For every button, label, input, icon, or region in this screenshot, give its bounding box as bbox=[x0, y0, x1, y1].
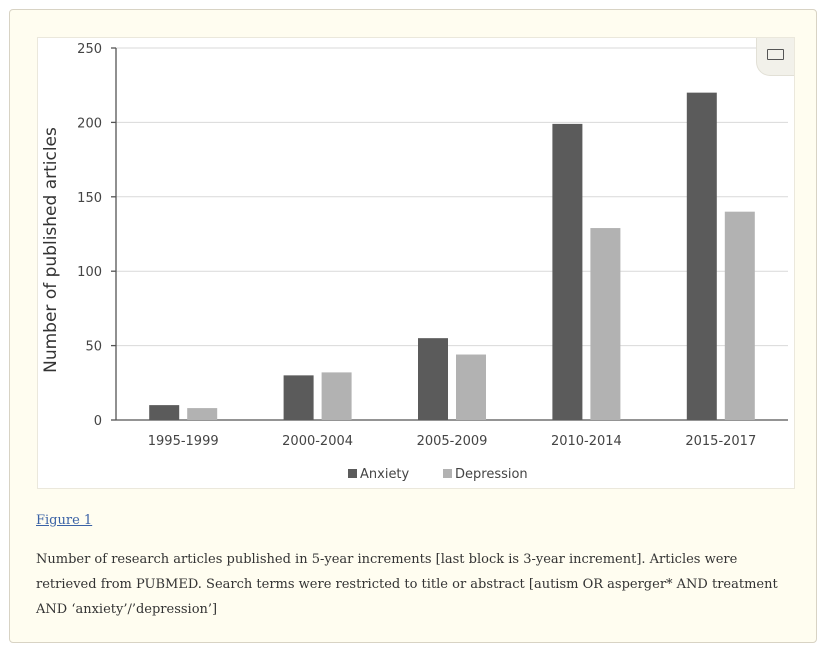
legend-label-depression: Depression bbox=[455, 467, 528, 482]
bar-anxiety-1 bbox=[149, 405, 180, 420]
y-axis-title: Number of published articles bbox=[41, 127, 61, 373]
figure-link[interactable]: Figure 1 bbox=[36, 513, 93, 528]
bar-anxiety-3 bbox=[418, 338, 448, 420]
y-tick-label: 150 bbox=[77, 191, 102, 206]
bar-depression-5 bbox=[724, 211, 755, 420]
x-tick-label: 1995-1999 bbox=[148, 434, 219, 449]
y-tick-label: 0 bbox=[94, 414, 102, 429]
x-tick-label: 2000-2004 bbox=[282, 434, 353, 449]
y-tick-label: 100 bbox=[77, 265, 102, 280]
bar-anxiety-2 bbox=[283, 375, 314, 420]
bar-depression-4 bbox=[590, 228, 621, 420]
bar-anxiety-5 bbox=[686, 92, 717, 420]
x-tick-label: 2015-2017 bbox=[685, 434, 756, 449]
x-tick-label: 2005-2009 bbox=[417, 434, 488, 449]
y-tick-label: 250 bbox=[77, 42, 102, 57]
y-tick-label: 50 bbox=[85, 340, 102, 355]
legend-label-anxiety: Anxiety bbox=[360, 467, 410, 482]
bar-depression-2 bbox=[321, 372, 352, 420]
figure-card: 0 50 100 150 200 250 1995-1999 2000-2004 2005-20… bbox=[9, 9, 817, 643]
figure-caption: Number of research articles published in… bbox=[36, 552, 778, 617]
legend-swatch-anxiety bbox=[348, 469, 357, 478]
expand-icon bbox=[767, 49, 784, 60]
bar-depression-3 bbox=[456, 354, 486, 420]
x-tick-label: 2010-2014 bbox=[551, 434, 622, 449]
bar-chart: 0 50 100 150 200 250 1995-1999 2000-2004 2005-20… bbox=[41, 42, 788, 482]
legend-swatch-depression bbox=[443, 469, 452, 478]
bar-anxiety-4 bbox=[552, 123, 583, 420]
expand-figure-button[interactable] bbox=[756, 38, 794, 76]
bar-depression-1 bbox=[187, 408, 218, 420]
chart-container: 0 50 100 150 200 250 1995-1999 2000-2004 2005-20… bbox=[37, 37, 795, 489]
y-tick-label: 200 bbox=[77, 116, 102, 131]
